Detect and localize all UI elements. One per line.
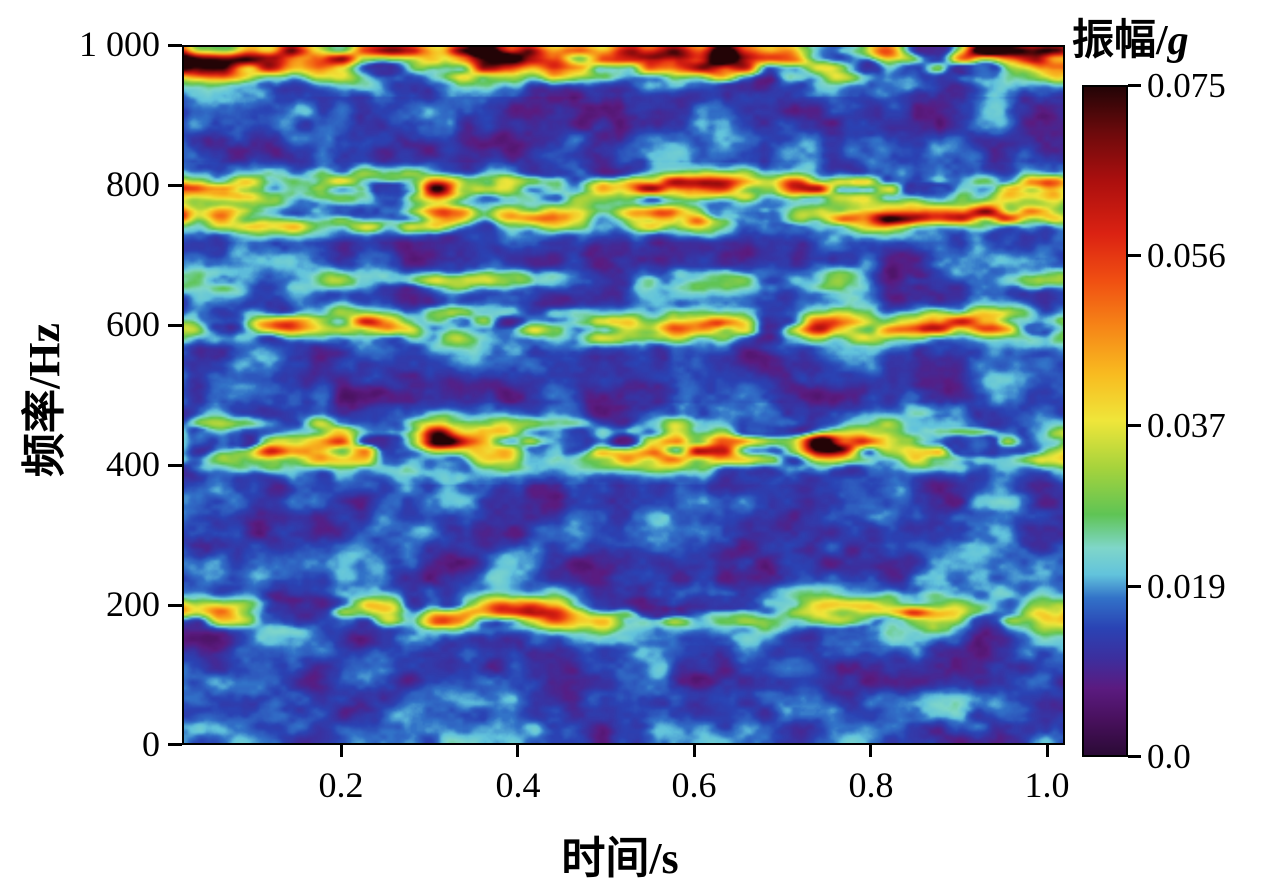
y-tick-mark bbox=[168, 184, 182, 187]
colorbar-tick-label: 0.075 bbox=[1147, 66, 1226, 105]
x-tick-label: 0.6 bbox=[671, 765, 717, 805]
x-tick-label: 0.8 bbox=[848, 765, 894, 805]
x-tick-label: 0.4 bbox=[495, 765, 541, 805]
colorbar-title: 振幅/g bbox=[1072, 6, 1189, 67]
y-tick-label: 1 000 bbox=[79, 24, 160, 65]
x-tick-mark bbox=[869, 744, 872, 757]
y-tick-mark bbox=[168, 604, 182, 607]
x-axis-label: 时间/s bbox=[561, 834, 679, 883]
plot-area bbox=[182, 45, 1065, 745]
y-tick-mark bbox=[168, 464, 182, 467]
colorbar-tick-mark bbox=[1128, 585, 1141, 588]
colorbar-tick-mark bbox=[1128, 84, 1141, 87]
y-tick-label: 800 bbox=[106, 164, 160, 205]
colorbar bbox=[1082, 85, 1128, 757]
y-tick-mark bbox=[168, 324, 182, 327]
colorbar-tick-mark bbox=[1128, 424, 1141, 427]
heatmap-canvas bbox=[184, 47, 1063, 743]
colorbar-tick-mark bbox=[1128, 254, 1141, 257]
x-tick-mark bbox=[1046, 744, 1049, 757]
colorbar-tick-label: 0.019 bbox=[1147, 567, 1226, 606]
x-tick-mark bbox=[340, 744, 343, 757]
x-tick-mark bbox=[693, 744, 696, 757]
y-tick-label: 600 bbox=[106, 304, 160, 345]
x-tick-label: 1.0 bbox=[1024, 765, 1070, 805]
colorbar-tick-mark bbox=[1128, 755, 1141, 758]
x-tick-mark bbox=[516, 744, 519, 757]
x-tick-label: 0.2 bbox=[318, 765, 364, 805]
y-tick-label: 200 bbox=[106, 584, 160, 625]
colorbar-tick-label: 0.0 bbox=[1147, 737, 1191, 776]
y-tick-mark bbox=[168, 44, 182, 47]
y-axis-label: 频率/Hz bbox=[20, 323, 69, 477]
y-tick-label: 0 bbox=[142, 724, 160, 765]
colorbar-tick-label: 0.037 bbox=[1147, 406, 1226, 445]
colorbar-tick-label: 0.056 bbox=[1147, 236, 1226, 275]
colorbar-title-prefix: 振幅/ bbox=[1072, 18, 1168, 64]
colorbar-title-unit: g bbox=[1167, 18, 1189, 64]
y-tick-label: 400 bbox=[106, 444, 160, 485]
y-tick-mark bbox=[168, 743, 182, 746]
